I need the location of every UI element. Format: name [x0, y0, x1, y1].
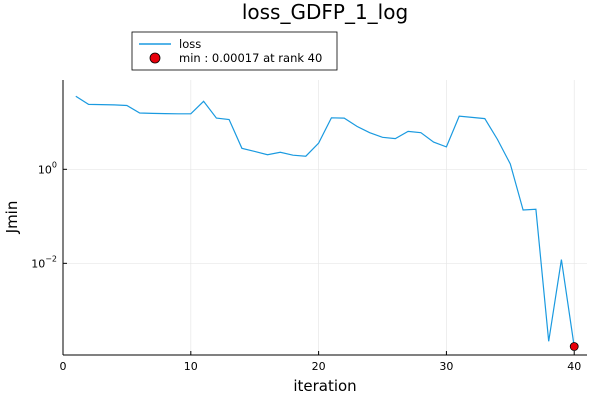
legend-label-loss: loss: [179, 37, 201, 51]
x-ticks: 0 10 20 30 40: [60, 351, 581, 373]
x-tick-label: 40: [567, 360, 581, 373]
legend: loss min : 0.00017 at rank 40: [131, 31, 338, 71]
y-tick-label: 10−2: [31, 254, 57, 270]
y-axis-label: Jmin: [3, 201, 21, 235]
grid: [62, 80, 587, 355]
legend-label-min: min : 0.00017 at rank 40: [179, 51, 322, 65]
x-axis-label: iteration: [293, 377, 356, 395]
series-line-loss: [75, 95, 575, 347]
y-tick-label: 100: [38, 160, 57, 176]
x-tick-label: 30: [439, 360, 453, 373]
legend-marker-swatch: [149, 52, 161, 64]
chart-title: loss_GDFP_1_log: [242, 0, 408, 24]
x-tick-label: 10: [184, 360, 198, 373]
x-tick-label: 0: [60, 360, 67, 373]
y-ticks: 100 10−2: [31, 160, 67, 270]
legend-box: [131, 31, 338, 71]
min-marker-point: [569, 342, 579, 351]
x-tick-label: 20: [312, 360, 326, 373]
